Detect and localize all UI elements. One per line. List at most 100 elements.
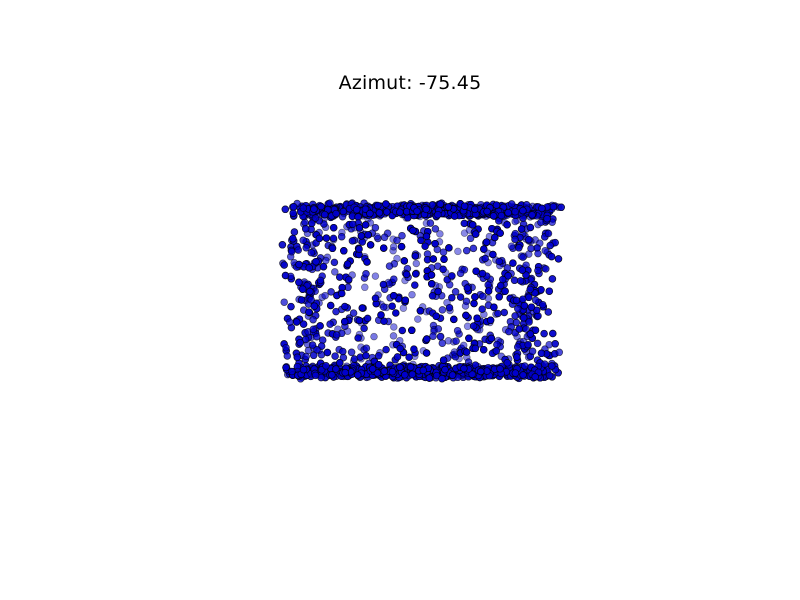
scatter-point <box>305 264 313 272</box>
scatter-point <box>507 242 516 250</box>
scatter-point <box>281 271 290 280</box>
scatter-point <box>383 229 392 238</box>
scatter-point <box>393 353 402 361</box>
scatter-point <box>401 296 410 304</box>
scatter-point <box>513 353 521 361</box>
scatter-point <box>290 228 299 236</box>
scatter-point <box>373 232 381 241</box>
scatter-point <box>297 296 306 304</box>
scatter-point <box>327 288 335 296</box>
scatter-point <box>426 219 435 227</box>
scatter-point <box>495 257 503 266</box>
scatter-point <box>516 277 525 285</box>
scatter-point <box>468 370 476 378</box>
scatter-point <box>526 330 535 338</box>
scatter-point <box>544 308 553 316</box>
scatter-point <box>320 210 329 219</box>
scatter-point <box>445 244 453 252</box>
scatter-point <box>515 244 523 252</box>
scatter-point <box>429 255 438 263</box>
scatter-point <box>283 352 292 360</box>
scatter-point <box>322 234 331 242</box>
scatter-point <box>498 275 507 284</box>
scatter-point <box>514 305 522 313</box>
scatter-point <box>402 270 411 279</box>
scatter-point <box>509 259 517 267</box>
scatter-point <box>313 346 321 354</box>
scatter-point <box>299 320 308 328</box>
scatter-point <box>453 326 462 335</box>
scatter-point <box>364 231 372 239</box>
scatter-point <box>470 205 479 214</box>
scatter-point <box>455 330 463 338</box>
scatter-point <box>390 260 399 268</box>
scatter-point <box>423 335 431 343</box>
scatter-point <box>340 247 348 255</box>
scatter-point <box>355 245 363 253</box>
scatter-point <box>371 223 380 232</box>
scatter-point <box>312 257 320 266</box>
scatter-point <box>280 261 288 269</box>
scatter-point <box>379 280 388 289</box>
scatter-point <box>379 244 388 252</box>
scatter-point <box>526 223 535 232</box>
scatter-point <box>319 262 328 271</box>
scatter-point <box>445 303 454 312</box>
scatter-point <box>310 302 319 310</box>
scatter-point <box>292 318 301 326</box>
scatter-point <box>362 270 370 278</box>
scatter-point <box>521 362 529 370</box>
scatter-point <box>335 273 344 281</box>
scatter-point <box>341 302 349 311</box>
scatter-point <box>396 363 404 372</box>
scatter-point <box>301 225 310 233</box>
scatter-point <box>311 214 320 222</box>
scatter-point <box>453 326 462 335</box>
scatter-point <box>512 318 521 327</box>
scatter-point <box>551 340 559 348</box>
scatter-point <box>496 229 504 237</box>
scatter-point <box>282 363 290 372</box>
scatter-point <box>328 371 336 379</box>
scatter-point <box>370 332 378 341</box>
scatter-point <box>389 243 398 251</box>
scatter-point <box>339 347 347 356</box>
scatter-point <box>533 339 542 348</box>
scatter-point <box>388 302 396 310</box>
scatter-point <box>316 322 324 330</box>
scatter-point <box>322 362 330 370</box>
scatter-point <box>408 370 417 379</box>
scatter-point <box>484 287 493 295</box>
scatter-point <box>368 365 377 373</box>
scatter-point <box>432 312 440 320</box>
scatter-point <box>377 311 385 319</box>
scatter-point <box>468 221 477 229</box>
scatter-point <box>517 225 526 233</box>
scatter-point <box>542 265 550 273</box>
scatter-point <box>363 314 372 323</box>
scatter-point <box>401 371 409 379</box>
scatter-point <box>511 235 519 244</box>
scatter-point <box>390 260 399 268</box>
scatter-point <box>489 250 497 259</box>
scatter-point <box>299 236 307 245</box>
scatter-point <box>511 207 519 216</box>
scatter-point <box>482 238 491 246</box>
scatter-point <box>439 265 447 274</box>
scatter-point <box>390 275 398 283</box>
scatter-point <box>389 291 398 300</box>
scatter-point <box>309 325 318 334</box>
scatter-point <box>434 210 442 219</box>
scatter-point <box>511 312 519 320</box>
scatter-point <box>479 345 488 354</box>
chart-title: Azimut: -75.45 <box>338 72 482 94</box>
scatter-point <box>373 369 382 377</box>
scatter-point <box>438 339 447 347</box>
scatter-point <box>441 365 449 374</box>
scatter-point <box>460 229 469 237</box>
scatter-point <box>412 270 420 278</box>
scatter-point <box>540 329 548 338</box>
scatter-point <box>422 205 431 214</box>
scatter-point <box>452 337 460 345</box>
scatter-point <box>338 289 346 298</box>
